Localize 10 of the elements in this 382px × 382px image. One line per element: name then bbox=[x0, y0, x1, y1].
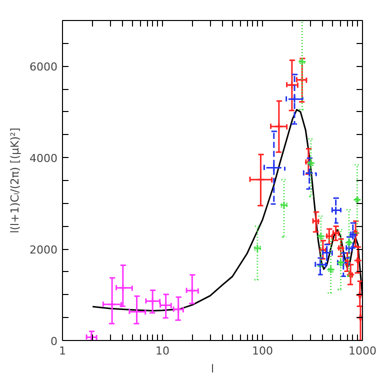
y-tick-label: 4000 bbox=[30, 152, 58, 166]
x-tick-label: 10 bbox=[156, 344, 170, 358]
x-tick-label: 100 bbox=[252, 344, 273, 358]
y-axis-title: l(l+1)Cₗ/(2π) [(μK)²] bbox=[8, 128, 22, 234]
y-tick-label: 0 bbox=[50, 335, 58, 348]
x-axis-title: l bbox=[210, 362, 214, 376]
x-tick-label: 1000 bbox=[348, 344, 377, 358]
y-tick-label: 6000 bbox=[30, 60, 58, 74]
y-tick-label: 2000 bbox=[30, 244, 58, 257]
x-tick-label: 1 bbox=[59, 344, 66, 358]
